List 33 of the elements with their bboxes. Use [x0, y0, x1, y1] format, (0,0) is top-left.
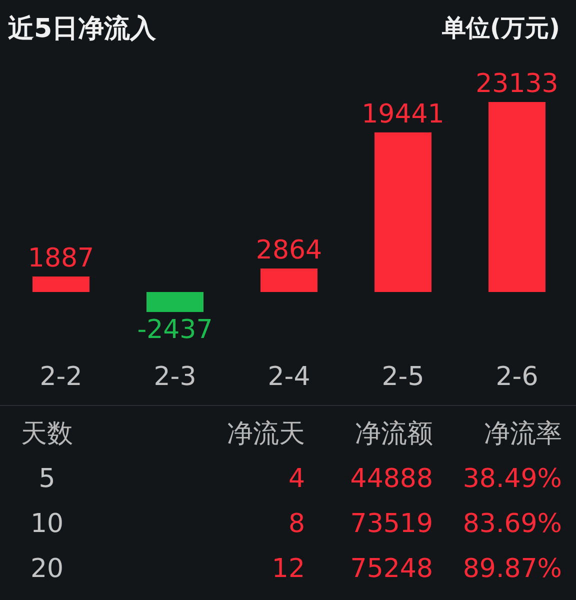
category-label: 5: [38, 464, 56, 494]
x-tick-label: 2-4: [268, 362, 310, 392]
data-label: 89.87%: [462, 554, 562, 584]
x-tick-label: 2-3: [154, 362, 196, 392]
data-label: 19441: [362, 99, 444, 130]
bar: [146, 292, 204, 312]
data-label: 2864: [256, 235, 322, 266]
data-label: 12: [272, 554, 305, 584]
data-label: 83.69%: [462, 509, 562, 539]
bar: [488, 102, 546, 292]
x-tick-label: 2-6: [496, 362, 538, 392]
bar: [374, 132, 432, 292]
data-label: -2437: [137, 315, 213, 346]
data-label: 23133: [476, 69, 558, 99]
x-tick-label: 2-2: [40, 362, 82, 392]
category-label: 10: [30, 509, 64, 539]
category-label: 20: [30, 554, 64, 584]
x-tick-label: 2-5: [382, 362, 424, 392]
bar: [260, 268, 318, 292]
data-label: 75248: [350, 554, 433, 584]
chart-title: 近5日净流入: [8, 14, 158, 44]
text: 单位(万元): [441, 14, 560, 42]
data-label: 8: [288, 509, 305, 539]
text: 净流天: [227, 419, 305, 449]
bar: [32, 276, 90, 292]
data-label: 1887: [28, 244, 94, 274]
text: 净流额: [355, 419, 433, 449]
data-label: 44888: [350, 464, 433, 494]
text: 天数: [21, 419, 73, 449]
data-label: 38.49%: [462, 464, 562, 494]
data-label: 73519: [350, 509, 433, 539]
text: 净流率: [484, 419, 562, 449]
data-label: 4: [288, 464, 305, 494]
